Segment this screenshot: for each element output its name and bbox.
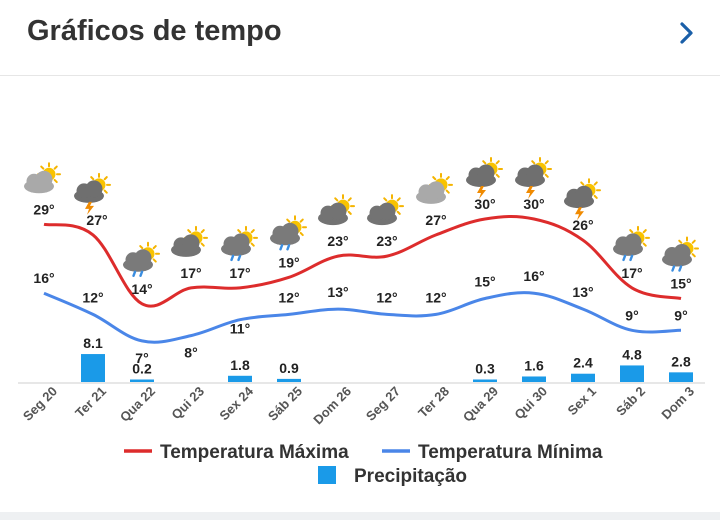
max-temp-label: 14° [131,281,152,297]
bottom-divider [0,512,720,520]
cloud-lightning-icon [515,157,552,199]
min-temp-label: 15° [474,274,495,290]
weather-chart: 8.1 0.2 1.8 0.9 0.3 1.6 2.4 4.8 2.8 29° 27° 14° 17° 1… [18,157,705,487]
cloud-rain-icon [270,215,307,251]
precip-bar [473,379,497,382]
x-tick-label: Ter 21 [72,384,109,421]
max-temp-label: 17° [621,265,642,281]
min-temp-label: 11° [230,321,250,337]
min-temp-label: 12° [376,289,397,305]
precip-label: 1.8 [230,357,250,373]
max-temp-label: 17° [229,265,250,281]
x-tick-label: Dom 3 [658,384,697,423]
max-temp-label: 26° [572,217,593,233]
legend-precipitation[interactable]: Precipitação [318,466,467,487]
max-temp-label: 27° [425,212,446,228]
precip-bar [522,376,546,382]
min-temp-label: 12° [278,289,299,305]
precip-label: 8.1 [83,335,103,351]
precip-bar [277,378,301,382]
legend-min-temp[interactable]: Temperatura Mínima [382,442,603,463]
max-temp-line [43,214,682,308]
cloud-rain-icon [613,225,650,262]
partly-cloudy-icon [367,194,404,226]
cloud-lightning-icon [74,172,111,215]
precip-bar [669,372,693,382]
partly-cloudy-icon [318,194,355,226]
precip-label: 2.4 [573,355,593,371]
precip-label: 1.6 [524,357,544,373]
x-tick-label: Sex 24 [216,383,256,423]
max-temp-label: 30° [523,196,544,212]
chevron-right-icon[interactable] [674,18,698,48]
max-temp-label: 27° [86,212,107,228]
max-temp-label: 23° [327,233,348,249]
x-tick-label: Qua 22 [117,384,158,425]
x-tick-label: Sáb 25 [265,384,305,424]
precip-bar [228,375,252,382]
header: Gráficos de tempo [0,0,720,76]
cloud-rain-icon [662,236,699,272]
x-tick-label: Sex 1 [564,384,599,419]
cloud-lightning-icon [564,178,601,221]
precip-bar [130,379,154,382]
min-temp-label: 16° [523,268,544,284]
precip-label: 0.2 [132,361,152,377]
legend-max-temp[interactable]: Temperatura Máxima [124,442,349,463]
min-temp-label: 9° [625,307,638,323]
min-temp-label: 12° [82,289,103,305]
x-tick-label: Dom 26 [310,384,354,428]
min-temp-line [43,291,682,344]
x-tick-label: Qui 23 [168,384,207,423]
precip-bar [571,373,595,382]
min-temp-label: 13° [572,284,593,300]
partly-cloudy-icon [24,162,61,194]
precip-label: 0.3 [475,361,495,377]
legend-label: Precipitação [354,466,467,487]
min-temp-label: 8° [184,345,197,361]
max-temp-label: 19° [278,254,299,270]
min-temp-label: 9° [674,307,687,323]
partly-cloudy-icon [416,172,453,204]
max-temp-label: 23° [376,233,397,249]
max-temp-label: 17° [180,265,201,281]
x-tick-label: Sáb 2 [613,384,648,419]
x-tick-label: Ter 28 [415,384,452,421]
min-temp-label: 7° [135,350,148,366]
precip-bar [81,354,105,382]
x-tick-label: Qui 30 [511,384,550,423]
x-tick-label: Seg 27 [363,384,403,424]
min-temp-label: 13° [327,284,348,300]
max-temp-label: 15° [670,276,691,292]
min-temp-label: 12° [425,289,446,305]
x-tick-label: Qua 29 [460,384,501,425]
cloud-rain-icon [123,241,160,277]
max-temp-label: 30° [474,196,495,212]
page-title: Gráficos de tempo [27,15,282,47]
legend-box-swatch [318,466,336,484]
precip-label: 2.8 [671,353,691,369]
max-temp-label: 29° [33,201,54,217]
cloud-rain-icon [221,225,258,262]
legend-label: Temperatura Mínima [418,442,603,463]
precip-label: 0.9 [279,360,299,376]
precip-bar [620,365,644,382]
x-tick-label: Seg 20 [20,384,60,424]
precip-label: 4.8 [622,346,642,362]
min-temp-label: 16° [33,270,54,286]
partly-cloudy-icon [171,225,208,257]
legend-label: Temperatura Máxima [160,442,349,463]
cloud-lightning-icon [466,157,503,199]
